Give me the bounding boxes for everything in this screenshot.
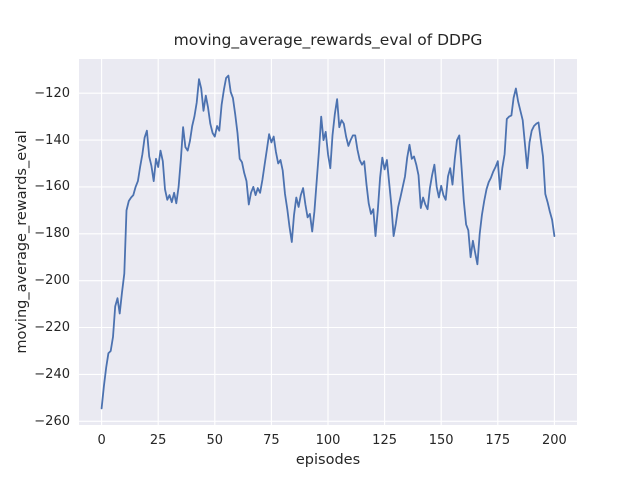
x-tick-label: 100 bbox=[315, 433, 341, 448]
x-tick-label: 25 bbox=[149, 433, 167, 448]
y-tick-label: −260 bbox=[34, 413, 70, 429]
x-axis-label: episodes bbox=[295, 452, 361, 468]
y-tick-label: −120 bbox=[34, 85, 70, 101]
x-tick-label: 125 bbox=[372, 433, 397, 448]
x-tick-label: 200 bbox=[541, 433, 567, 448]
y-tick-label: −140 bbox=[34, 132, 70, 148]
x-tick-label: 175 bbox=[485, 433, 511, 448]
x-tick-label: 150 bbox=[428, 433, 454, 448]
y-tick-label: −160 bbox=[34, 179, 70, 195]
y-tick-label: −180 bbox=[34, 226, 70, 242]
y-tick-label: −240 bbox=[34, 366, 70, 382]
x-tick-label: 75 bbox=[263, 433, 280, 448]
chart-title: moving_average_rewards_eval of DDPG bbox=[173, 31, 483, 49]
y-tick-label: −220 bbox=[34, 320, 70, 335]
x-tick-label: 50 bbox=[206, 433, 224, 448]
y-tick-label: −200 bbox=[34, 273, 70, 289]
x-tick-label: 0 bbox=[97, 433, 106, 448]
data-line bbox=[100, 74, 556, 410]
